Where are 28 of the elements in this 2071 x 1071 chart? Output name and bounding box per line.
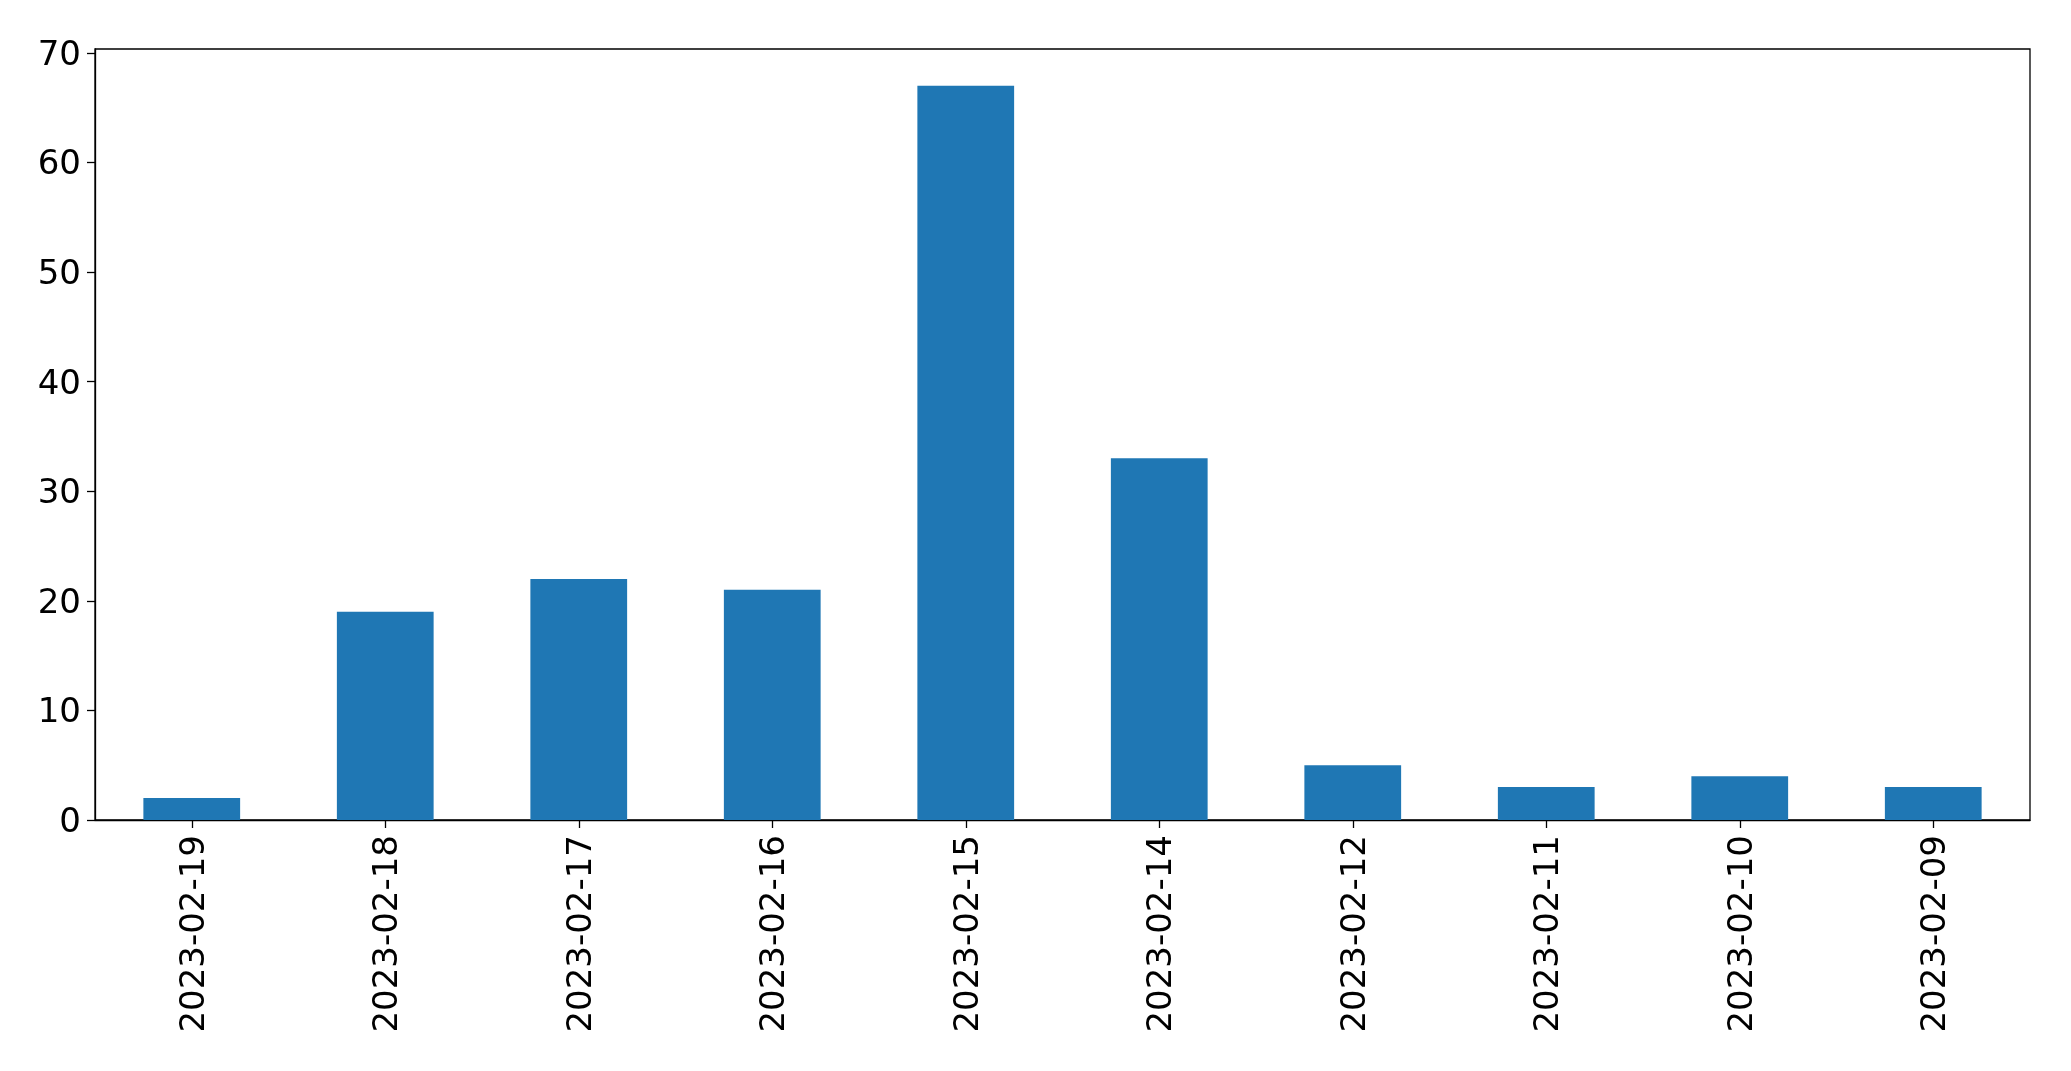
y-tick-label: 10	[37, 690, 81, 731]
x-tick-label: 2023-02-11	[1526, 835, 1567, 1033]
bar	[1304, 765, 1402, 820]
y-tick-label: 50	[37, 252, 81, 293]
y-tick-label: 30	[37, 471, 81, 512]
bar	[336, 611, 434, 820]
x-tick-label: 2023-02-14	[1139, 835, 1180, 1033]
y-tick-label: 60	[37, 142, 81, 183]
bar	[1110, 458, 1208, 820]
x-tick-label: 2023-02-15	[945, 835, 986, 1033]
x-tick-label: 2023-02-18	[365, 835, 406, 1033]
bar	[1691, 776, 1789, 820]
x-tick-label: 2023-02-17	[558, 835, 599, 1033]
bar	[917, 85, 1015, 820]
bar	[723, 589, 821, 820]
x-tick-label: 2023-02-12	[1332, 835, 1373, 1033]
x-tick-label: 2023-02-19	[171, 835, 212, 1033]
bar	[1497, 787, 1595, 820]
x-tick-label: 2023-02-16	[752, 835, 793, 1033]
x-tick-label: 2023-02-09	[1913, 835, 1954, 1033]
bar	[1884, 787, 1982, 820]
bar	[143, 798, 241, 820]
y-tick-label: 40	[37, 361, 81, 402]
x-tick-label: 2023-02-10	[1719, 835, 1760, 1033]
y-tick-label: 20	[37, 580, 81, 621]
y-tick-label: 0	[59, 800, 81, 840]
bar	[530, 578, 628, 820]
y-tick-label: 70	[37, 32, 81, 73]
